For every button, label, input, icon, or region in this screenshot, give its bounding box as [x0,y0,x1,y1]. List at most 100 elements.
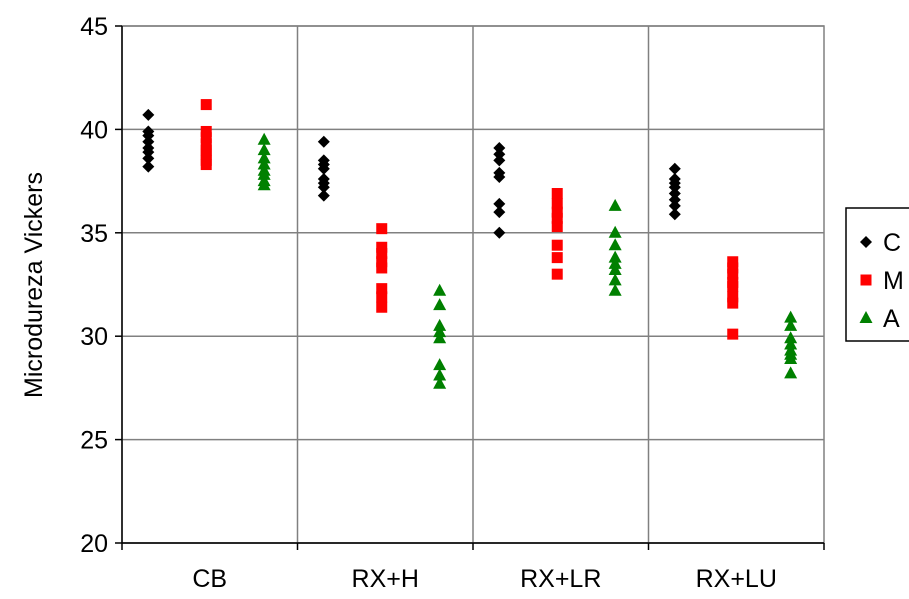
data-point-m [551,252,563,264]
data-point-m [376,223,388,235]
data-point-m [551,268,563,280]
data-point-m [376,283,388,295]
data-point-c [493,226,506,239]
data-point-m [727,256,739,268]
x-category-label: RX+LR [520,565,601,593]
data-point-m [727,291,739,303]
data-point-a [433,318,447,331]
data-point-c [668,187,681,200]
axis-layer: 20 25 30 35 40 45 CB RX+H RX+LR RX+LU [80,13,825,593]
data-point-m [200,138,212,150]
data-point-c [668,193,681,206]
data-point-a [257,132,271,145]
x-category-label: RX+H [352,565,419,593]
data-point-c [142,146,155,159]
data-point-m [551,221,563,233]
data-point-m [551,188,563,200]
data-point-a [608,273,622,286]
data-point-a [784,318,798,331]
data-point-m [376,256,388,268]
data-point-a [433,325,447,338]
data-point-m [551,212,563,224]
y-tick-label: 35 [80,220,108,248]
data-point-m [551,206,563,218]
legend-marker-a [859,311,873,323]
data-point-a [433,358,447,371]
data-point-a [257,167,271,180]
data-point-a [608,256,622,269]
legend-box [845,207,909,342]
grid-layer [121,25,825,544]
data-point-a [608,250,622,263]
data-point-m [200,99,212,111]
data-point-c [493,170,506,183]
data-point-m [376,247,388,259]
data-point-m [551,239,563,251]
data-point-a [608,198,622,211]
data-point-c [317,181,330,194]
data-point-a [784,331,798,344]
y-tick-label: 25 [80,427,108,455]
data-point-a [257,143,271,156]
legend-label-c: C [883,229,901,257]
data-point-c [668,162,681,175]
legend-marker-m [860,274,872,286]
legend: CMA [845,207,909,342]
data-point-m [727,297,739,309]
data-point-m [727,281,739,293]
data-point-c [142,160,155,173]
legend-label-m: M [883,267,904,295]
series-m [200,99,739,340]
data-point-c [668,199,681,212]
data-point-a [784,366,798,379]
data-point-a [257,178,271,191]
data-point-m [727,328,739,340]
data-point-m [200,125,212,137]
y-axis-title: Microdureza Vickers [20,172,48,398]
legend-label-a: A [883,305,900,333]
y-tick-label: 45 [80,13,108,41]
data-point-m [551,198,563,210]
data-point-c [493,142,506,155]
x-category-label: CB [192,565,227,593]
data-point-c [493,197,506,210]
data-point-a [784,351,798,364]
data-point-a [608,238,622,251]
data-point-m [376,301,388,313]
data-point-m [200,148,212,160]
data-point-m [376,291,388,303]
data-point-c [493,154,506,167]
data-point-a [433,368,447,381]
data-point-m [200,132,212,144]
data-point-m [376,241,388,253]
data-point-c [142,108,155,121]
data-point-c [142,135,155,148]
data-point-m [727,268,739,280]
data-point-c [668,208,681,221]
data-point-a [257,151,271,164]
data-point-c [142,129,155,142]
data-point-c [317,189,330,202]
data-point-a [433,283,447,296]
data-point-c [317,162,330,175]
data-point-c [668,181,681,194]
data-point-a [784,337,798,350]
data-point-a [433,331,447,344]
x-category-label: RX+LU [696,565,777,593]
y-tick-label: 40 [80,116,108,144]
points-layer [142,99,798,389]
data-point-a [784,310,798,323]
data-point-m [376,262,388,274]
data-point-c [493,206,506,219]
legend-marker-c [860,236,872,248]
series-a [257,132,798,389]
data-point-a [608,225,622,238]
data-point-a [257,157,271,170]
data-point-a [608,283,622,296]
data-point-c [142,152,155,165]
data-point-m [200,159,212,171]
y-tick-label: 20 [80,530,108,558]
data-point-m [727,262,739,274]
